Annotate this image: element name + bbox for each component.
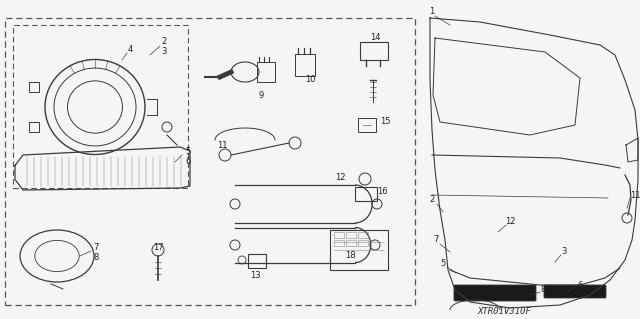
Text: 9: 9 [259, 91, 264, 100]
Text: 17: 17 [153, 243, 163, 253]
Text: 12: 12 [335, 174, 345, 182]
Bar [5, 18, 415, 305]
Text: 14: 14 [370, 33, 380, 42]
Bar [330, 230, 388, 270]
Bar [29, 122, 39, 132]
Text: 6: 6 [186, 157, 191, 166]
Bar [358, 118, 376, 132]
Bar [360, 42, 388, 60]
Bar [29, 82, 39, 92]
Bar [13, 25, 188, 188]
Text: 15: 15 [380, 117, 390, 127]
Bar [334, 232, 344, 238]
Text: 10: 10 [305, 76, 316, 85]
Bar [248, 254, 266, 268]
Text: 7: 7 [433, 235, 438, 244]
Bar [257, 62, 275, 82]
Text: 1: 1 [429, 8, 435, 17]
Bar [358, 232, 368, 238]
Text: 8: 8 [540, 286, 546, 294]
Text: 16: 16 [377, 188, 387, 197]
Text: 4: 4 [127, 46, 132, 55]
Text: 8: 8 [93, 254, 99, 263]
Text: 11: 11 [630, 190, 640, 199]
Text: 3: 3 [561, 248, 566, 256]
Text: 5: 5 [186, 147, 191, 157]
FancyBboxPatch shape [544, 285, 606, 298]
Bar [334, 240, 344, 246]
Bar [355, 187, 377, 201]
Bar [346, 240, 356, 246]
Text: 12: 12 [505, 218, 515, 226]
Text: 6: 6 [577, 280, 582, 290]
Text: 5: 5 [440, 259, 445, 269]
Bar [358, 240, 368, 246]
Text: 11: 11 [217, 140, 227, 150]
Bar [295, 54, 315, 76]
Text: 13: 13 [250, 271, 260, 279]
Text: 2: 2 [161, 38, 166, 47]
Text: 18: 18 [345, 250, 355, 259]
Text: 2: 2 [429, 196, 435, 204]
Bar [346, 232, 356, 238]
Text: XTR01V310F: XTR01V310F [478, 307, 532, 315]
Text: 7: 7 [93, 243, 99, 253]
FancyBboxPatch shape [454, 285, 536, 301]
Text: 3: 3 [161, 47, 166, 56]
